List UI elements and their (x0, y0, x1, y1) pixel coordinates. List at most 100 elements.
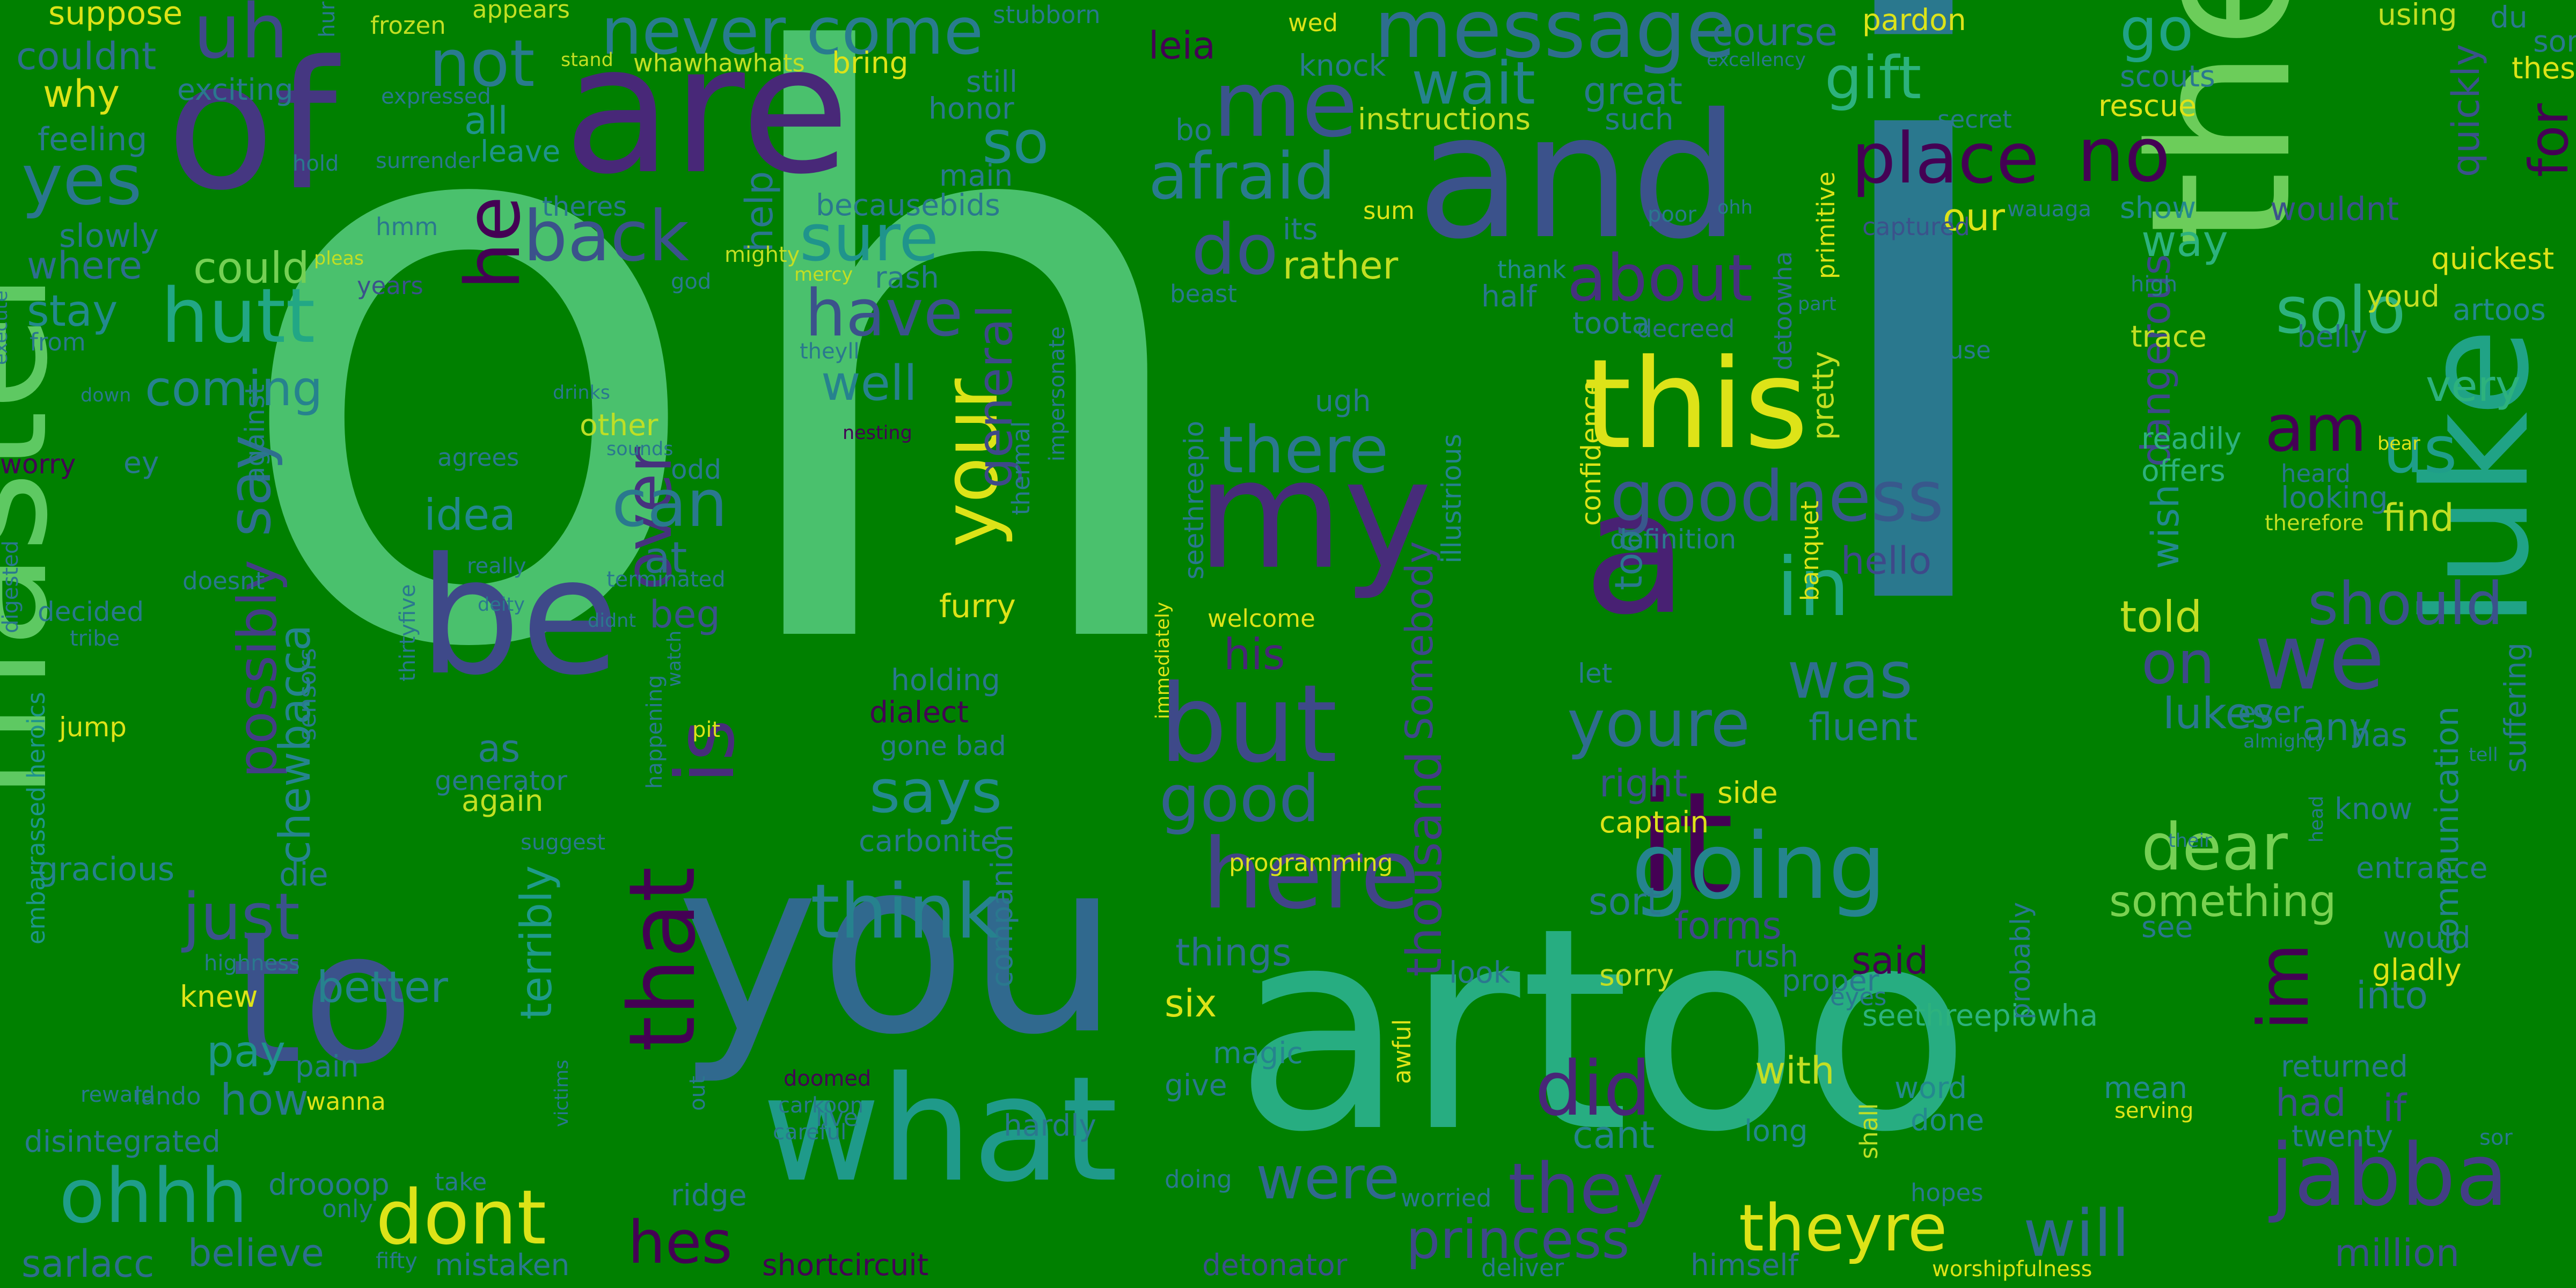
cloud-word: exciting (177, 72, 294, 107)
cloud-word: such (1605, 102, 1674, 136)
cloud-word: that (610, 866, 716, 1052)
cloud-word: suppose (48, 0, 183, 32)
cloud-word: find (2383, 496, 2454, 540)
cloud-word: almighty (2243, 731, 2326, 752)
cloud-word: detonator (1202, 1248, 1348, 1282)
cloud-word: feeling (38, 121, 148, 158)
cloud-word: twenty (2292, 1119, 2394, 1153)
cloud-word: rescue (2098, 89, 2197, 123)
cloud-word: dialect (869, 695, 969, 729)
cloud-word: droooop (268, 1167, 390, 1202)
cloud-word: deliver (1481, 1254, 1564, 1282)
cloud-word: against (239, 384, 270, 483)
cloud-word: well (821, 355, 917, 412)
cloud-word: wait (1411, 49, 1536, 118)
cloud-word: ugh (1315, 384, 1371, 418)
cloud-word: it (1637, 760, 1734, 930)
cloud-word: terminated (606, 567, 726, 592)
cloud-word: wanna (306, 1087, 386, 1116)
cloud-word: shortcircuit (762, 1248, 929, 1282)
cloud-word: didnt (588, 610, 636, 632)
cloud-word: terribly (511, 865, 561, 1020)
cloud-word: artoo (1234, 868, 1971, 1193)
cloud-word: doing (1165, 1165, 1232, 1194)
cloud-word: million (2334, 1231, 2460, 1275)
cloud-word: gone bad (880, 730, 1006, 762)
cloud-word: returned (2281, 1049, 2408, 1084)
cloud-word: coming (145, 361, 323, 417)
cloud-word: excellency (1707, 49, 1806, 71)
cloud-word: were (1256, 1144, 1400, 1212)
cloud-word: detoowha (1769, 251, 1797, 370)
cloud-word: beg (649, 592, 720, 636)
cloud-word: word (1894, 1071, 1967, 1105)
cloud-word: way (2141, 216, 2228, 266)
cloud-word: scouts (2120, 59, 2215, 93)
cloud-word: worshipfulness (1932, 1257, 2092, 1282)
cloud-word: only (322, 1195, 374, 1223)
cloud-word: ey (123, 445, 159, 480)
cloud-word: rather (1283, 244, 1399, 288)
cloud-word: use (1948, 336, 1991, 364)
cloud-word: done (1911, 1103, 1985, 1137)
cloud-word: generator (435, 765, 567, 796)
cloud-word: right (1599, 762, 1688, 806)
cloud-word: for (2518, 103, 2576, 178)
cloud-word: in (1776, 541, 1850, 634)
cloud-word: these (2512, 51, 2576, 85)
cloud-word: sounds (606, 438, 674, 460)
cloud-word: hello (1841, 539, 1932, 583)
cloud-word: careful (773, 1120, 847, 1145)
cloud-word: about (1567, 241, 1753, 316)
cloud-word: will (2023, 1197, 2130, 1271)
cloud-word: reward (80, 1082, 155, 1107)
cloud-word: bear (2377, 433, 2420, 455)
cloud-word: wouldnt (2270, 191, 2399, 228)
cloud-word: theyll (800, 339, 860, 364)
cloud-word: i (1792, 0, 2035, 801)
cloud-word: see (2141, 910, 2193, 944)
cloud-word: yes (21, 139, 142, 221)
cloud-word: rash (875, 260, 939, 295)
cloud-word: not (429, 27, 535, 101)
cloud-word: am (2265, 392, 2367, 466)
cloud-word: princess (1406, 1208, 1630, 1271)
cloud-word: lando (134, 1082, 201, 1110)
cloud-word: on (2141, 628, 2215, 697)
cloud-word: im (2243, 943, 2324, 1030)
cloud-word: again (462, 784, 544, 818)
cloud-word: me (1213, 52, 1358, 158)
cloud-word: we (2254, 604, 2385, 711)
cloud-word: youd (2367, 279, 2440, 313)
cloud-word: they (1508, 1148, 1664, 1230)
cloud-word: told (2120, 592, 2202, 642)
cloud-word: years (357, 272, 423, 300)
cloud-word: stay (27, 286, 118, 336)
cloud-word: something (2109, 876, 2337, 926)
cloud-word: their (2168, 830, 2212, 852)
cloud-word: of (166, 23, 338, 229)
cloud-word: place (1851, 118, 2039, 199)
cloud-word: with (1755, 1049, 1835, 1093)
cloud-word: main (939, 158, 1013, 193)
cloud-word: show (2120, 191, 2197, 225)
cloud-word: awful (1388, 1019, 1416, 1084)
cloud-word: suggest (521, 830, 606, 855)
cloud-word: uh (193, 0, 289, 76)
cloud-word: if (2383, 1086, 2407, 1130)
cloud-word: readily (2141, 421, 2242, 456)
cloud-word: trace (2131, 319, 2207, 354)
cloud-word: jump (59, 712, 127, 743)
cloud-word: gift (1825, 43, 1922, 112)
cloud-word: heard (2281, 459, 2351, 488)
cloud-word: mercy (794, 264, 853, 286)
cloud-word: tribe (70, 626, 120, 651)
cloud-word: illustrious (1436, 434, 1467, 564)
cloud-word: my (1197, 428, 1432, 603)
cloud-word: are (564, 7, 850, 213)
cloud-word: thermal (1007, 421, 1035, 515)
cloud-word: sarlacc (21, 1242, 155, 1286)
cloud-word: captain (1599, 805, 1709, 839)
cloud-word: decreed (1637, 314, 1735, 343)
cloud-word: nesting (843, 422, 912, 444)
